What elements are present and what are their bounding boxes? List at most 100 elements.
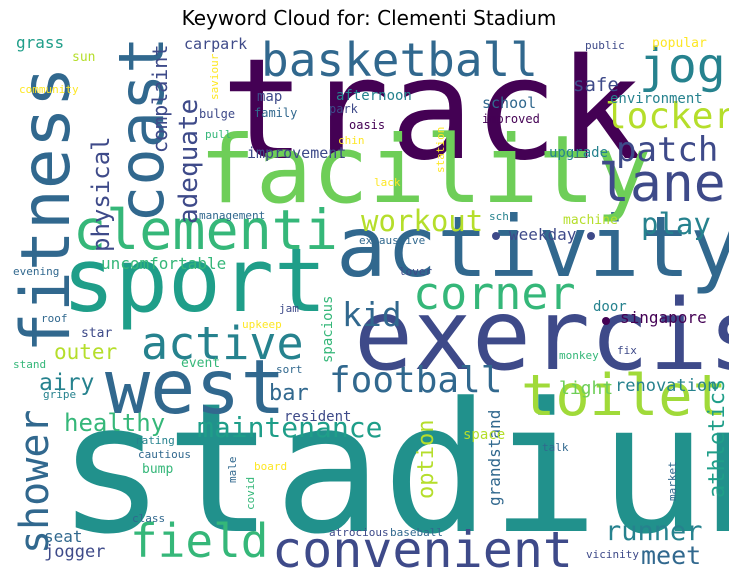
keyword-meet: meet bbox=[641, 541, 702, 570]
keyword-singapore: singapore bbox=[620, 308, 707, 327]
keyword-male: male bbox=[226, 456, 239, 484]
keyword-sport: sport bbox=[62, 229, 327, 332]
keyword-maintenance: maintenance bbox=[197, 411, 383, 444]
keyword-class: class bbox=[132, 512, 166, 525]
keyword-jogger: jogger bbox=[44, 542, 106, 562]
keyword-saviour: saviour bbox=[208, 53, 221, 101]
keyword-football: football bbox=[329, 360, 503, 401]
keyword-stadium: stadium bbox=[57, 365, 729, 574]
keyword-public: public bbox=[585, 39, 625, 52]
keyword-environment: environment bbox=[610, 91, 703, 107]
keyword-seat: seat bbox=[44, 527, 83, 546]
keyword-option: option bbox=[414, 419, 439, 500]
keyword-park: park bbox=[329, 102, 358, 116]
keyword-bar: bar bbox=[269, 381, 309, 406]
keyword-board: board bbox=[254, 460, 288, 473]
keyword-popular: popular bbox=[652, 37, 707, 51]
keyword-door: door bbox=[593, 299, 627, 315]
keyword-locker: locker bbox=[605, 96, 729, 137]
keyword-activity: activity bbox=[336, 198, 729, 296]
keyword-lack: lack bbox=[374, 176, 401, 189]
keyword-corner: corner bbox=[413, 267, 576, 320]
keyword-workout: workout bbox=[361, 204, 484, 238]
keyword-sun: sun bbox=[72, 50, 96, 65]
keyword-exercise: exercise bbox=[354, 279, 729, 393]
keyword-gripe: gripe bbox=[43, 388, 77, 401]
keyword-family: family bbox=[254, 106, 298, 120]
keyword-rating: rating bbox=[135, 434, 175, 447]
keyword-pull: pull bbox=[205, 128, 232, 141]
keyword-healthy: healthy bbox=[64, 409, 166, 437]
keyword-oasis: oasis bbox=[349, 118, 386, 132]
keyword-safe: safe bbox=[573, 74, 619, 96]
keyword-carpark: carpark bbox=[184, 37, 248, 53]
keyword-event: event bbox=[181, 356, 221, 371]
keyword-afternoon: afternoon bbox=[336, 88, 412, 104]
keyword-cautious: cautious bbox=[138, 448, 191, 461]
keyword-improved: improved bbox=[482, 112, 540, 126]
keyword-airy: airy bbox=[39, 370, 95, 396]
keyword-fix: fix bbox=[617, 344, 637, 357]
keyword-complaint: complaint bbox=[148, 44, 172, 153]
keyword-upkeep: upkeep bbox=[242, 318, 282, 331]
keyword-toilet: toilet bbox=[521, 363, 727, 429]
keyword-jog: jog bbox=[639, 38, 726, 94]
keyword-fitness: fitness bbox=[9, 66, 86, 353]
keyword-west: west bbox=[105, 343, 286, 431]
keyword-school: school bbox=[482, 94, 537, 112]
keyword-patch: patch bbox=[616, 130, 719, 170]
keyword-grandstand: grandstand bbox=[485, 409, 504, 506]
keyword-bulge: bulge bbox=[199, 107, 236, 121]
keyword-athletics: athletics bbox=[705, 378, 729, 498]
keyword-physical: physical bbox=[87, 136, 115, 253]
keyword-improvement: improvement bbox=[247, 144, 347, 162]
keyword-atrocious: atrocious bbox=[329, 526, 389, 539]
keyword-runner: runner bbox=[605, 516, 703, 547]
cloud-dot bbox=[587, 232, 595, 240]
keyword-track: track bbox=[221, 37, 643, 192]
keyword-resident: resident bbox=[284, 409, 352, 425]
figure-title: Keyword Cloud for: Clementi Stadium bbox=[181, 6, 557, 30]
keyword-lane: lane bbox=[598, 153, 726, 214]
keyword-light: light bbox=[559, 378, 614, 399]
keyword-evening: evening bbox=[13, 265, 60, 278]
keyword-chin: chin bbox=[338, 134, 365, 147]
keyword-upgrade: upgrade bbox=[549, 145, 609, 161]
keyword-map: map bbox=[257, 89, 283, 105]
keyword-renovation: renovation bbox=[615, 376, 718, 396]
keyword-community: community bbox=[19, 83, 79, 96]
keyword-outer: outer bbox=[54, 340, 118, 364]
keyword-management: management bbox=[199, 209, 266, 222]
keyword-sch: sch bbox=[489, 210, 509, 223]
keyword-machine: machine bbox=[563, 213, 618, 228]
keyword-bump: bump bbox=[142, 462, 174, 477]
keyword-talk: talk bbox=[542, 441, 569, 454]
keyword-exhaustive: exhaustive bbox=[359, 234, 426, 247]
keyword-market: market bbox=[666, 460, 679, 501]
keyword-lover: lover bbox=[399, 265, 433, 278]
keyword-jam: jam bbox=[279, 302, 299, 315]
keyword-baseball: baseball bbox=[390, 526, 443, 539]
keyword-covid: covid bbox=[244, 476, 257, 510]
word-cloud: track stadiumexerciseactivityfacilityspor… bbox=[9, 37, 729, 577]
keyword-clementi: clementi bbox=[73, 198, 338, 262]
keyword-stand: stand bbox=[13, 358, 47, 371]
keyword-space: space bbox=[463, 427, 506, 443]
keyword-star: star bbox=[81, 326, 113, 341]
keyword-uncomfortable: uncomfortable bbox=[101, 254, 227, 273]
keyword-grass: grass bbox=[16, 37, 65, 52]
keyword-roof: roof bbox=[41, 312, 68, 325]
keyword-kid: kid bbox=[342, 295, 402, 334]
cloud-dot bbox=[602, 317, 610, 325]
keyword-convenient: convenient bbox=[272, 521, 574, 577]
keyword-monkey: monkey bbox=[559, 349, 599, 362]
keyword-active: active bbox=[141, 317, 304, 370]
cloud-dot bbox=[492, 232, 500, 240]
keyword-play: play bbox=[641, 207, 711, 241]
keyword-field: field bbox=[130, 514, 269, 568]
keyword-weekday: weekday bbox=[509, 225, 577, 244]
keyword-station: station bbox=[434, 126, 447, 174]
keyword-facility: facility bbox=[199, 116, 652, 225]
keyword-sort: sort bbox=[276, 363, 303, 376]
